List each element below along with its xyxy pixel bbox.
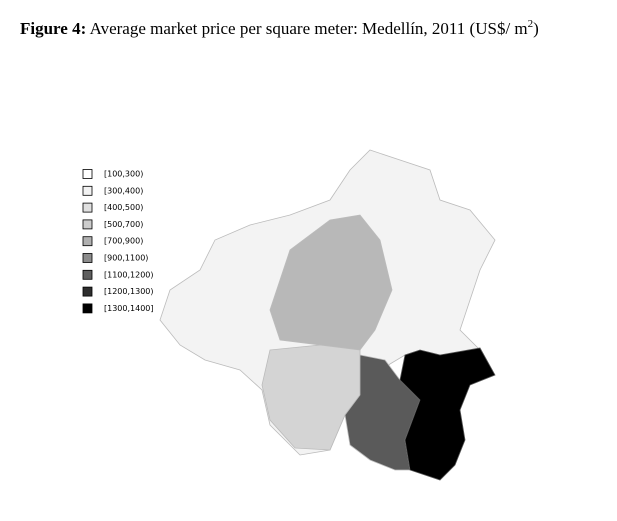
legend-swatch — [82, 269, 93, 280]
legend-label: [1200,1300) — [104, 287, 154, 296]
figure-label: Figure 4: — [20, 19, 86, 38]
legend-swatch — [82, 169, 93, 179]
legend-swatch — [82, 286, 93, 297]
legend-label: [300,400) — [104, 186, 143, 195]
title-text: Average market price per square meter: M… — [90, 19, 528, 38]
central-region — [269, 214, 393, 351]
legend-swatch — [82, 185, 93, 196]
legend-label: [100,300) — [104, 170, 143, 179]
legend-swatch — [82, 202, 93, 213]
legend-swatch — [82, 303, 93, 314]
figure-title: Figure 4: Average market price per squar… — [20, 18, 539, 38]
title-sup: 2 — [528, 18, 534, 30]
legend-label: [1300,1400] — [104, 304, 154, 313]
legend: [100,300) [300,400) [400,500) [500,700) [700… — [82, 169, 154, 314]
legend-swatch — [82, 219, 93, 230]
legend-label: [1100,1200) — [104, 270, 154, 279]
legend-label: [900,1100) — [104, 254, 148, 263]
map — [159, 149, 496, 481]
legend-swatch — [82, 253, 93, 263]
south-west-region — [261, 344, 361, 451]
top-price-region — [399, 347, 496, 481]
legend-label: [400,500) — [104, 203, 143, 212]
title-end: ) — [533, 19, 539, 38]
legend-swatch — [82, 236, 93, 247]
legend-label: [500,700) — [104, 220, 143, 229]
legend-label: [700,900) — [104, 237, 143, 246]
